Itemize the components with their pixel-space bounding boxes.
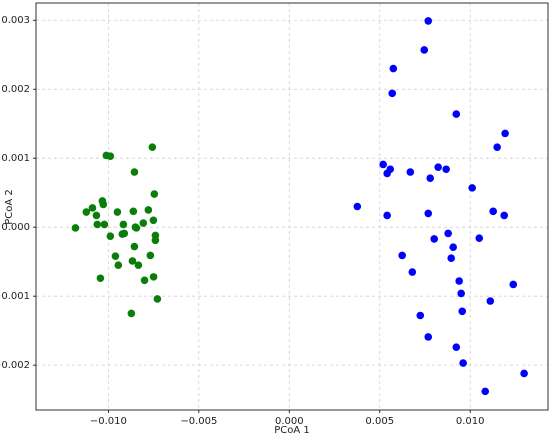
y-tick-label: 0.000 — [1, 222, 30, 233]
point — [442, 165, 450, 174]
x-tick-label: 0.000 — [275, 416, 304, 427]
point — [93, 220, 102, 229]
point — [106, 152, 115, 160]
point — [500, 211, 509, 220]
point — [430, 235, 439, 243]
point — [353, 202, 362, 211]
point — [481, 387, 490, 396]
point — [501, 129, 509, 138]
point — [424, 17, 433, 25]
y-tick-label: 0.001 — [1, 153, 30, 164]
point — [144, 206, 153, 214]
point — [486, 297, 495, 305]
y-tick-label: 0.002 — [1, 84, 30, 95]
point — [149, 216, 158, 225]
point — [475, 234, 484, 243]
point — [509, 280, 518, 289]
point — [398, 251, 406, 260]
point — [455, 277, 463, 285]
x-tick-label: −0.005 — [180, 416, 217, 427]
y-tick-label: −0.001 — [0, 291, 30, 302]
point — [150, 190, 159, 198]
point — [458, 307, 467, 316]
point — [151, 236, 160, 245]
point — [129, 207, 138, 216]
point — [434, 163, 442, 171]
point — [92, 211, 101, 220]
y-axis-label: PCoA 2 — [4, 189, 15, 225]
point — [408, 268, 417, 276]
point — [146, 251, 155, 260]
point — [493, 143, 501, 151]
point — [100, 220, 109, 229]
x-tick-label: −0.010 — [90, 416, 127, 427]
point — [96, 274, 105, 283]
point — [82, 208, 91, 216]
x-tick-label: 0.010 — [456, 416, 485, 427]
point — [130, 242, 139, 251]
point — [406, 168, 415, 176]
point — [71, 224, 80, 232]
x-tick-label: 0.005 — [365, 416, 394, 427]
point — [449, 243, 457, 251]
point — [424, 209, 433, 218]
point — [426, 174, 435, 183]
point — [452, 110, 461, 118]
point — [148, 143, 157, 151]
point — [444, 229, 452, 238]
point — [106, 232, 115, 240]
point — [457, 289, 465, 298]
point — [452, 343, 461, 352]
point — [383, 211, 391, 220]
point — [139, 219, 148, 227]
point — [132, 224, 141, 232]
y-tick-label: −0.002 — [0, 360, 30, 371]
point — [153, 295, 162, 303]
point — [389, 64, 398, 73]
x-axis-label: PCoA 1 — [274, 425, 310, 436]
point — [134, 261, 143, 269]
point — [99, 200, 108, 209]
point — [459, 359, 467, 367]
point — [113, 208, 122, 216]
point — [383, 169, 391, 178]
point — [88, 204, 97, 212]
point — [420, 46, 429, 54]
point — [114, 261, 123, 269]
point — [447, 254, 456, 263]
point — [149, 273, 158, 281]
point — [379, 160, 387, 169]
point — [130, 168, 139, 176]
point — [520, 369, 528, 378]
point — [416, 311, 425, 320]
point — [128, 257, 137, 265]
point — [127, 309, 136, 318]
point — [468, 184, 476, 192]
point — [118, 230, 127, 238]
plot-frame — [35, 2, 549, 411]
point — [424, 333, 433, 341]
y-tick-label: 0.003 — [1, 15, 30, 26]
point — [388, 89, 397, 98]
point — [111, 252, 120, 260]
point — [140, 276, 149, 285]
point — [119, 220, 128, 229]
point — [489, 207, 497, 216]
